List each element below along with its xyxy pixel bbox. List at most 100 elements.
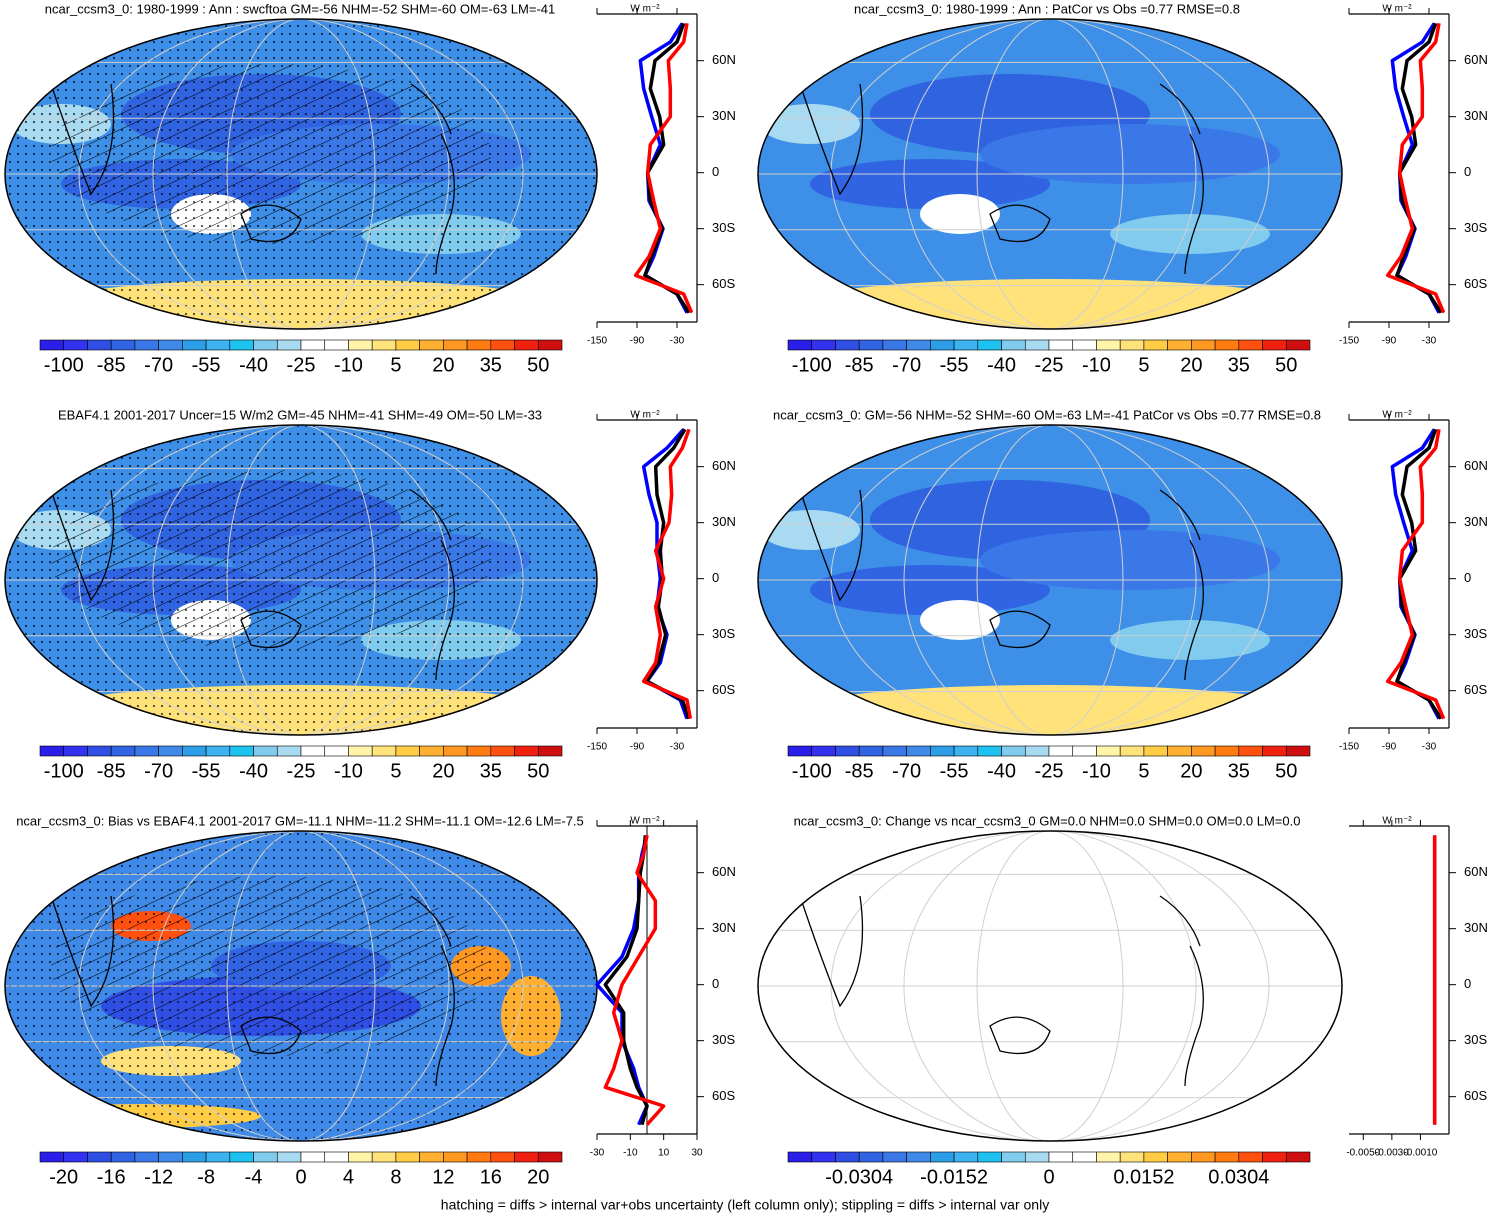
colorbar-label: -55 [192, 354, 221, 376]
colorbar-box [276, 1151, 302, 1163]
panel-title: ncar_ccsm3_0: GM=-56 NHM=-52 SHM=-60 OM=… [773, 407, 1321, 422]
y-tick-label: 30S [712, 1032, 735, 1047]
colorbar-box [1285, 339, 1311, 351]
colorbar-label: 8 [390, 1166, 401, 1188]
x-tick-label: -30 [670, 742, 685, 753]
colorbar-label: -25 [287, 354, 316, 376]
colorbar-box [1072, 1151, 1097, 1163]
x-tick-label: -150 [587, 742, 607, 753]
colorbar-box [39, 745, 65, 757]
colorbar-box [787, 339, 813, 351]
colorbar-box [490, 1151, 515, 1163]
colorbar-label: 5 [1138, 354, 1149, 376]
footer: hatching = diffs > internal var+obs unce… [441, 1197, 1049, 1213]
graticule [830, 831, 1270, 1141]
colorbar-box [537, 1151, 563, 1163]
x-axis-label: W m⁻² [1382, 4, 1412, 15]
colorbar-box [514, 1151, 539, 1163]
colorbar-label: -25 [1035, 354, 1064, 376]
field-patch [980, 124, 1280, 184]
colorbar-label: 20 [1180, 760, 1202, 782]
graticule [976, 831, 1124, 1141]
graticule [830, 425, 1270, 735]
colorbar-box [835, 339, 860, 351]
x-tick-label: -150 [1339, 742, 1359, 753]
colorbar-box [1238, 339, 1263, 351]
profile-line [603, 835, 649, 1126]
colorbar-box [324, 745, 349, 757]
x-tick-label: -90 [630, 742, 645, 753]
map-border [757, 424, 1343, 736]
colorbar-box [1143, 1151, 1168, 1163]
colorbar-box [110, 745, 136, 757]
colorbar-box [276, 339, 302, 351]
colorbar-label: -10 [1082, 354, 1111, 376]
colorbar-box [182, 745, 207, 757]
y-tick-label: 30S [1464, 626, 1487, 641]
panel-title: EBAF4.1 2001-2017 Uncer=15 W/m2 GM=-45 N… [58, 407, 542, 422]
colorbar-box [466, 339, 492, 351]
colorbar-label: 20 [527, 1166, 549, 1188]
colorbar-box [882, 339, 907, 351]
x-axis-label: W m⁻² [630, 410, 660, 421]
colorbar-label: 35 [480, 354, 502, 376]
colorbar-box [229, 339, 254, 351]
graticule [152, 19, 450, 329]
colorbar-label: -16 [97, 1166, 126, 1188]
colorbar-box [1119, 339, 1145, 351]
x-axis-label: W m⁻² [630, 816, 660, 827]
colorbar-label: 12 [432, 1166, 454, 1188]
graticule [226, 425, 376, 735]
colorbar-box [835, 745, 860, 757]
x-tick-label: -30 [670, 336, 685, 347]
map [5, 831, 597, 1141]
profile-line [1385, 23, 1446, 314]
colorbar-label: -70 [892, 760, 921, 782]
colorbar-box [205, 745, 231, 757]
colorbar-box [977, 339, 1002, 351]
y-tick-label: 60N [1464, 864, 1487, 879]
colorbar-label: -100 [44, 354, 84, 376]
colorbar-box [87, 745, 112, 757]
colorbar-box [953, 339, 979, 351]
y-tick-label: 60N [1464, 52, 1487, 67]
y-tick-label: 0 [712, 570, 719, 585]
colorbar-box [811, 745, 836, 757]
panel-title: ncar_ccsm3_0: 1980-1999 : Ann : swcftoa … [45, 1, 556, 16]
colorbar-box [858, 1151, 884, 1163]
colorbar-box [906, 745, 931, 757]
x-tick-label: -30 [590, 1148, 605, 1159]
colorbar-box [1262, 1151, 1287, 1163]
graticule [226, 831, 376, 1141]
colorbar-box [466, 1151, 492, 1163]
colorbar-label: 4 [343, 1166, 354, 1188]
colorbar-label: -8 [197, 1166, 215, 1188]
colorbar-box [1167, 1151, 1192, 1163]
colorbar-box [1024, 1151, 1050, 1163]
graticule [78, 19, 524, 329]
colorbar-box [1262, 339, 1287, 351]
colorbar-box [253, 339, 278, 351]
colorbar-box [1119, 1151, 1145, 1163]
field-patch [920, 194, 1000, 234]
y-tick-label: 0 [712, 164, 719, 179]
hatching [51, 876, 491, 1056]
profile-line [1395, 22, 1443, 314]
colorbar-box [1214, 339, 1240, 351]
field-patch [760, 510, 860, 550]
colorbar-box [930, 1151, 955, 1163]
coastline [799, 895, 1204, 1087]
colorbar-box [182, 1151, 207, 1163]
y-tick-label: 30S [1464, 1032, 1487, 1047]
colorbar-box [1167, 745, 1192, 757]
colorbar-box [977, 745, 1002, 757]
colorbar-box [63, 339, 88, 351]
colorbar-label: -100 [792, 354, 832, 376]
colorbar-box [1238, 745, 1263, 757]
colorbar-box [882, 745, 907, 757]
x-tick-label: -30 [1422, 336, 1437, 347]
colorbar-label: -4 [245, 1166, 263, 1188]
colorbar-box [835, 1151, 860, 1163]
colorbar-label: -20 [49, 1166, 78, 1188]
colorbar-label: 50 [527, 760, 549, 782]
